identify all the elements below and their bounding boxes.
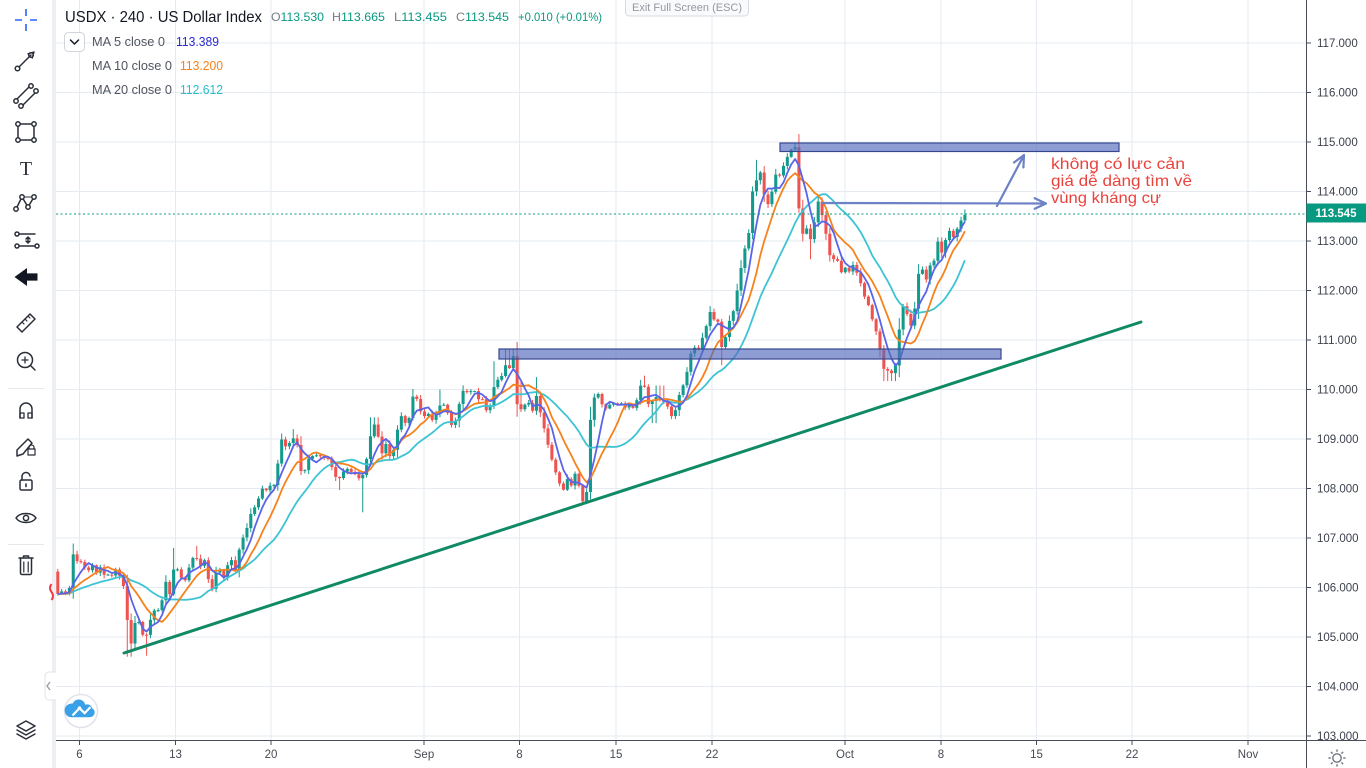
svg-text:L113.455: L113.455 [394, 10, 447, 24]
svg-text:115.000: 115.000 [1317, 137, 1358, 149]
svg-text:106.000: 106.000 [1317, 583, 1359, 595]
svg-text:C113.545: C113.545 [456, 10, 509, 24]
svg-text:108.000: 108.000 [1317, 484, 1359, 496]
svg-text:MA 20 close 0: MA 20 close 0 [92, 83, 172, 97]
svg-text:113.000: 113.000 [1317, 236, 1358, 248]
svg-text:105.000: 105.000 [1317, 632, 1359, 644]
svg-text:Oct: Oct [836, 749, 855, 761]
svg-text:20: 20 [265, 749, 278, 761]
svg-text:110.000: 110.000 [1317, 385, 1358, 397]
svg-text:111.000: 111.000 [1317, 335, 1357, 347]
svg-text:Exit Full Screen (ESC): Exit Full Screen (ESC) [632, 2, 742, 14]
svg-text:116.000: 116.000 [1317, 88, 1358, 100]
svg-text:113.200: 113.200 [180, 59, 223, 73]
svg-text:113.389: 113.389 [176, 35, 219, 49]
svg-text:15: 15 [1030, 749, 1043, 761]
svg-text:104.000: 104.000 [1317, 682, 1359, 694]
svg-text:vùng kháng cự: vùng kháng cự [1051, 190, 1161, 207]
svg-text:8: 8 [938, 749, 944, 761]
svg-text:Nov: Nov [1238, 749, 1259, 761]
svg-text:không có lực cản: không có lực cản [1051, 156, 1185, 173]
svg-text:107.000: 107.000 [1317, 533, 1359, 545]
svg-text:109.000: 109.000 [1317, 434, 1359, 446]
svg-text:T: T [20, 158, 32, 180]
svg-text:22: 22 [1126, 749, 1139, 761]
svg-text:8: 8 [516, 749, 522, 761]
svg-text:15: 15 [610, 749, 623, 761]
svg-text:112.612: 112.612 [180, 83, 223, 97]
svg-text:113.545: 113.545 [1316, 208, 1358, 220]
svg-text:103.000: 103.000 [1317, 731, 1359, 743]
svg-text:22: 22 [706, 749, 719, 761]
svg-text:114.000: 114.000 [1317, 187, 1358, 199]
svg-text:+0.010 (+0.01%): +0.010 (+0.01%) [518, 10, 602, 24]
svg-text:O113.530: O113.530 [271, 10, 324, 24]
svg-text:H113.665: H113.665 [332, 10, 385, 24]
svg-text:112.000: 112.000 [1317, 286, 1358, 298]
svg-text:Sep: Sep [414, 749, 434, 761]
svg-text:6: 6 [76, 749, 82, 761]
svg-text:giá dễ dàng tìm về: giá dễ dàng tìm về [1051, 171, 1192, 190]
svg-text:117.000: 117.000 [1317, 38, 1358, 50]
svg-text:MA 10 close 0: MA 10 close 0 [92, 59, 172, 73]
svg-text:MA 5 close 0: MA 5 close 0 [92, 35, 165, 49]
svg-text:13: 13 [169, 749, 182, 761]
svg-text:USDX · 240 · US Dollar Index: USDX · 240 · US Dollar Index [65, 9, 262, 26]
